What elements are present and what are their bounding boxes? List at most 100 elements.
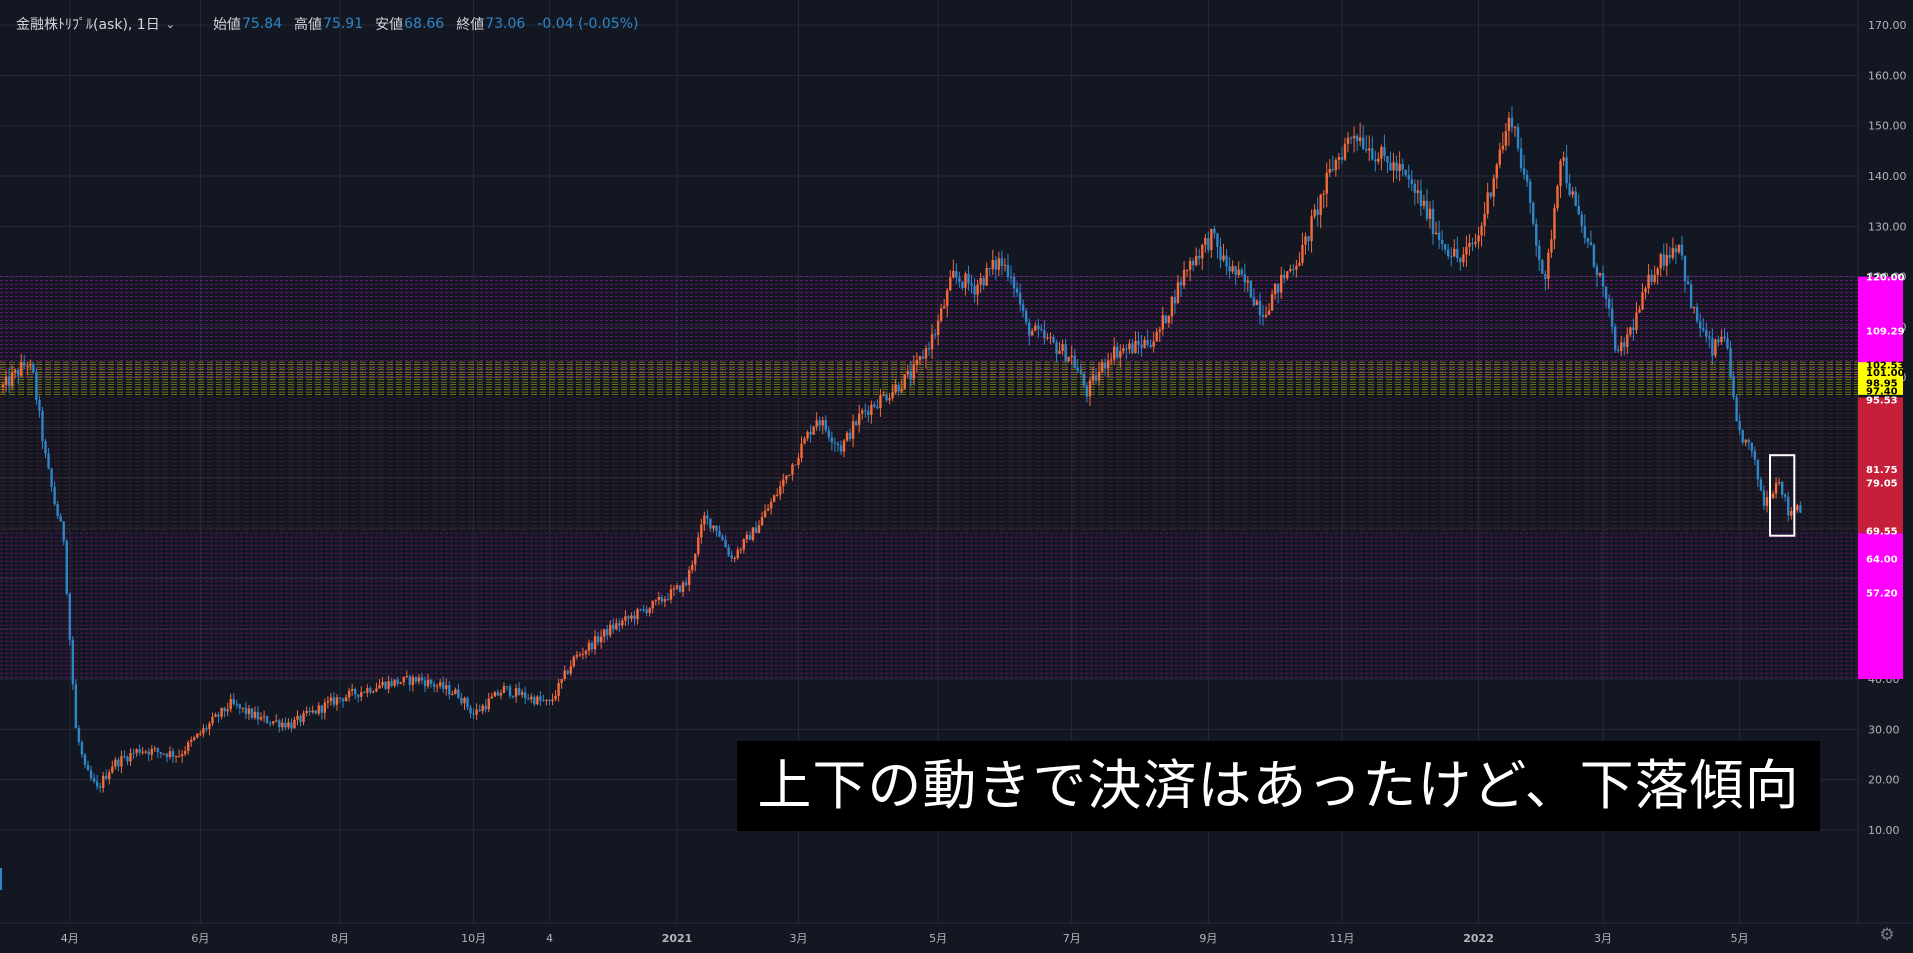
candle-body [508, 686, 512, 697]
candle-body [672, 588, 676, 590]
candle-body [1519, 148, 1523, 169]
candle-body [1668, 255, 1672, 258]
candle-body [612, 624, 615, 630]
candle-body [587, 642, 591, 651]
candle-body [636, 609, 639, 620]
candle-body [545, 699, 548, 701]
candle-body [1453, 248, 1456, 257]
candle-body [223, 707, 226, 712]
candle-body [1744, 439, 1747, 443]
candle-body [1607, 298, 1611, 309]
candle-body [308, 710, 311, 713]
candle-body [1431, 208, 1435, 235]
candle-body [1049, 337, 1052, 339]
price-tick-label: 150.00 [1868, 120, 1907, 133]
candle-body [132, 752, 135, 754]
price-tick-label: 170.00 [1868, 19, 1907, 32]
candle-body [126, 756, 129, 762]
candle-body [1240, 269, 1243, 275]
candle-body [123, 756, 126, 758]
candle-body [296, 715, 299, 720]
candle-body [1176, 282, 1180, 304]
chevron-down-icon[interactable]: ⌄ [165, 17, 175, 31]
candle-body [1103, 362, 1107, 369]
candle-body [876, 406, 879, 409]
candle-body [533, 696, 536, 705]
candle-body [244, 707, 248, 714]
candle-body [1234, 266, 1237, 275]
candle-body [1407, 175, 1410, 180]
candle-body [1689, 284, 1693, 309]
candle-body [1580, 214, 1583, 226]
candle-body [235, 703, 238, 705]
candle-body [1264, 314, 1268, 317]
candle-body [1231, 266, 1234, 272]
candle-body [77, 728, 81, 743]
candle-body [596, 636, 600, 643]
candle-body [1258, 300, 1262, 316]
candle-body [311, 710, 314, 713]
candle-body [1562, 157, 1565, 161]
candle-body [1568, 183, 1571, 195]
close-value: 73.06 [485, 16, 526, 32]
candle-body [1286, 271, 1289, 279]
candle-body [1623, 342, 1626, 347]
candle-body [98, 786, 102, 788]
candle-body [724, 539, 727, 548]
candle-body [970, 283, 973, 286]
price-tick-label: 10.00 [1868, 824, 1900, 837]
candle-body [751, 527, 755, 540]
candle-body [903, 374, 906, 389]
candle-body [918, 356, 922, 361]
candle-body [1267, 310, 1271, 315]
time-tick-label: 9月 [1199, 932, 1217, 945]
candle-body [1249, 280, 1253, 298]
candle-body [1368, 148, 1371, 151]
zone-price-label: 101.00 [1866, 368, 1905, 379]
candle-body [1644, 288, 1647, 293]
candle-body [141, 751, 144, 753]
candle-body [1313, 209, 1316, 217]
candle-body [180, 754, 184, 757]
candle-body [833, 442, 837, 444]
candle-body [1031, 330, 1034, 336]
gear-icon[interactable]: ⚙ [1879, 925, 1895, 945]
candle-body [399, 682, 402, 684]
candle-body [539, 696, 542, 701]
candle-body [393, 679, 396, 686]
zone-price-label: 81.75 [1866, 465, 1898, 476]
candle-body [1495, 164, 1498, 179]
candle-body [338, 697, 342, 699]
candle-body [1289, 268, 1292, 272]
candle-body [1553, 207, 1556, 240]
candle-body [785, 475, 788, 480]
candle-body [1085, 385, 1089, 397]
candle-body [1113, 346, 1116, 360]
candle-body [432, 683, 436, 687]
candle-body [988, 268, 991, 270]
candle-body [1155, 331, 1158, 342]
time-tick-label: 5月 [1731, 932, 1749, 945]
zone-axis-block [1858, 397, 1903, 534]
candle-body [1346, 137, 1350, 144]
candle-body [384, 681, 387, 689]
candle-body [733, 557, 736, 559]
candle-body [435, 686, 439, 688]
candle-body [1352, 135, 1356, 139]
left-edge-marker [0, 868, 2, 890]
candle-body [1161, 315, 1164, 330]
candle-body [952, 270, 955, 278]
candle-body [1119, 351, 1122, 358]
candle-body [763, 510, 767, 518]
candle-body [949, 277, 952, 291]
candle-body [942, 306, 946, 309]
price-tick-label: 30.00 [1868, 723, 1900, 736]
candle-body [65, 540, 68, 594]
symbol-title[interactable]: 金融株ﾄﾘﾌﾟﾙ(ask), 1日 [16, 17, 160, 33]
candle-body [387, 681, 390, 689]
candle-body [520, 692, 524, 695]
candle-body [1750, 442, 1754, 452]
candle-body [1586, 238, 1590, 243]
candle-body [578, 654, 582, 656]
